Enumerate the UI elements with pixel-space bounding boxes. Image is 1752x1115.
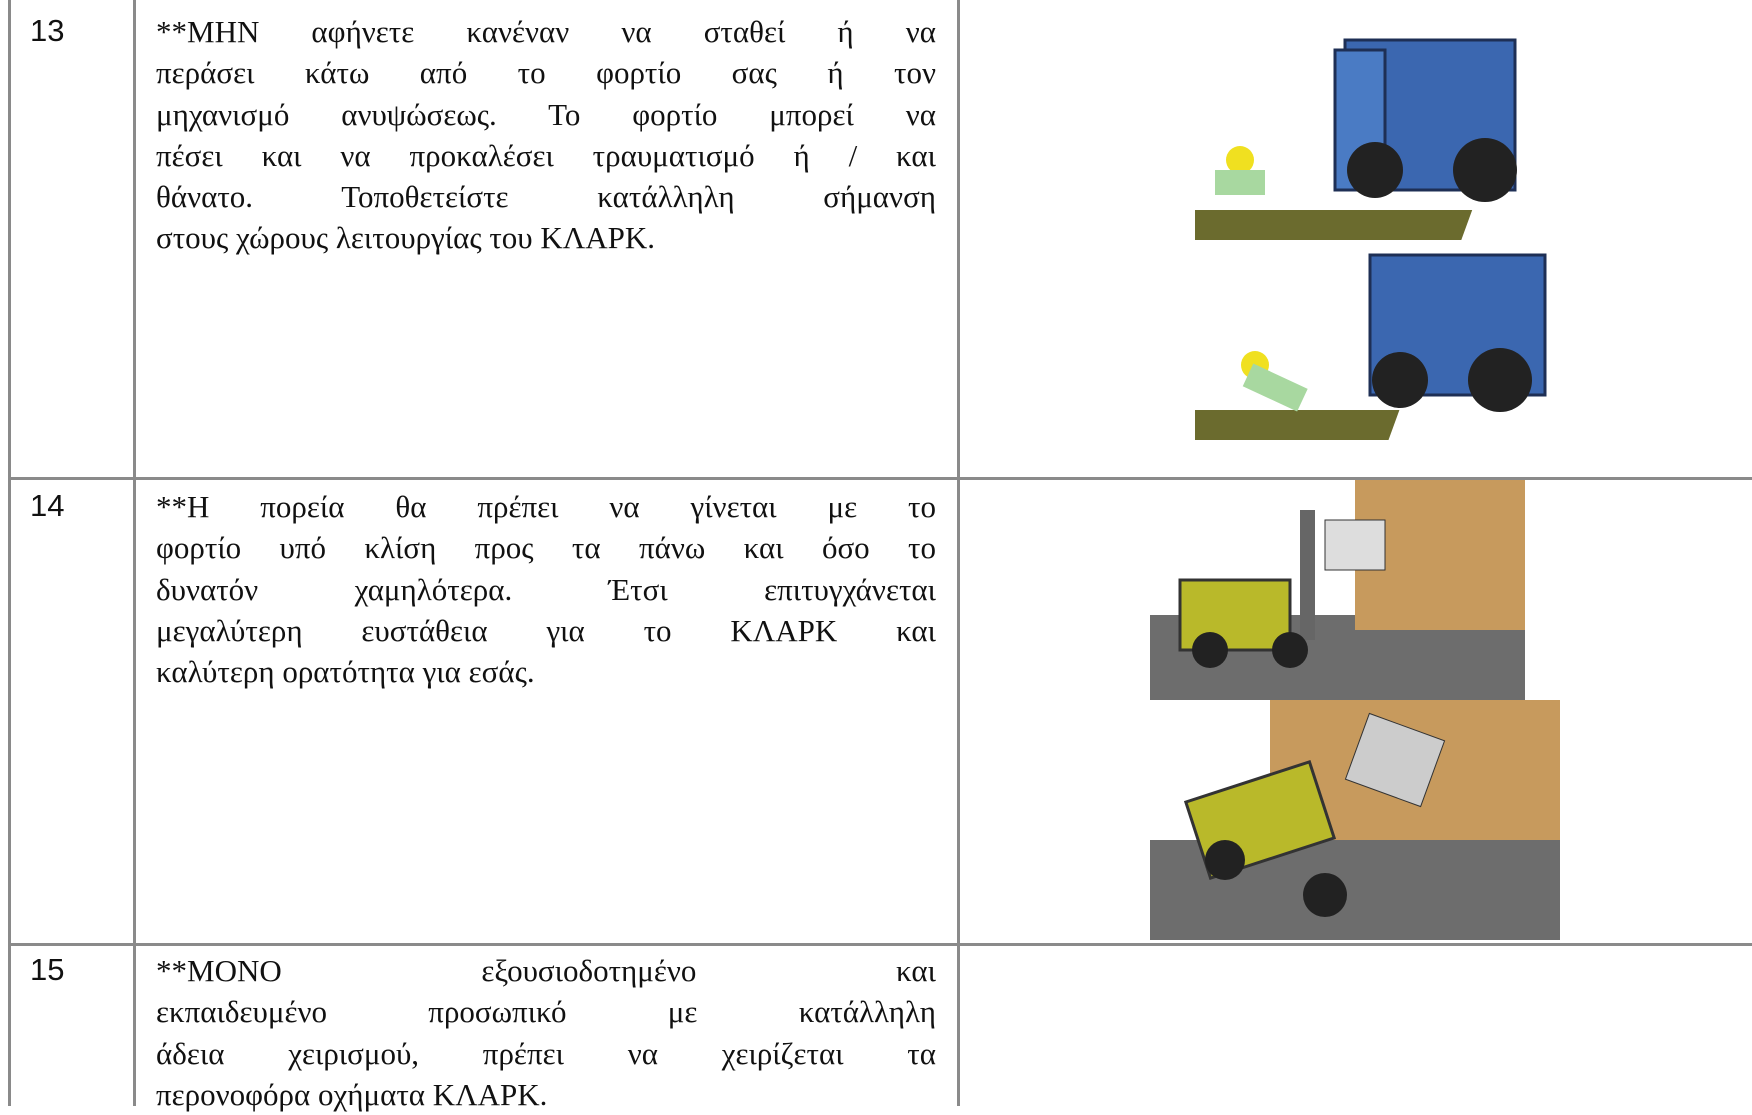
text-line: φορτίο υπό κλίση προς τα πάνω και όσο το <box>156 530 936 566</box>
row-number: 14 <box>30 488 65 523</box>
text-line: περάσει κάτω από το φορτίο σας ή τον <box>156 55 936 91</box>
table-border <box>957 0 960 1106</box>
text-line: καλύτερη ορατότητα για εσάς. <box>156 654 535 690</box>
text-line: περονοφόρα οχήματα ΚΛΑΡΚ. <box>156 1076 548 1112</box>
row-text: **ΜΗΝ αφήνετε κανέναν να σταθεί ή να περά… <box>156 11 936 259</box>
table-border <box>9 477 1752 480</box>
text-line: εκπαιδευμένο προσωπικό με κατάλληλη <box>156 994 936 1030</box>
text-line: πέσει και να προκαλέσει τραυματισμό ή / … <box>156 137 936 173</box>
text-line: μηχανισμό ανυψώσεως. Το φορτίο μπορεί να <box>156 96 936 132</box>
text-line: **Η πορεία θα πρέπει να γίνεται με το <box>156 489 936 524</box>
text-line: θάνατο. Τοποθετείστε κατάλληλη σήμανση <box>156 179 936 215</box>
text-line: άδεια χειρισμού, πρέπει να χειρίζεται τα <box>156 1035 936 1071</box>
row-text: **ΜΟΝΟ εξουσιοδοτημένο και εκπαιδευμένο π… <box>156 950 936 1115</box>
text-line: **ΜΗΝ αφήνετε κανέναν να σταθεί ή να <box>156 14 936 49</box>
row-number: 15 <box>30 952 65 987</box>
text-line: μεγαλύτερη ευστάθεια για το ΚΛΑΡΚ και <box>156 612 936 648</box>
row-text: **Η πορεία θα πρέπει να γίνεται με το φορ… <box>156 486 936 692</box>
table-border <box>8 0 11 1106</box>
row-number: 13 <box>30 13 65 48</box>
table-border <box>9 943 1752 946</box>
text-line: δυνατόν χαμηλότερα. Έτσι επιτυγχάνεται <box>156 571 936 607</box>
illustration <box>1195 38 1547 440</box>
text-line: στους χώρους λειτουργίας του ΚΛΑΡΚ. <box>156 220 656 256</box>
table-border <box>133 0 136 1106</box>
text-line: **ΜΟΝΟ εξουσιοδοτημένο και <box>156 953 936 988</box>
illustration <box>1150 480 1560 940</box>
